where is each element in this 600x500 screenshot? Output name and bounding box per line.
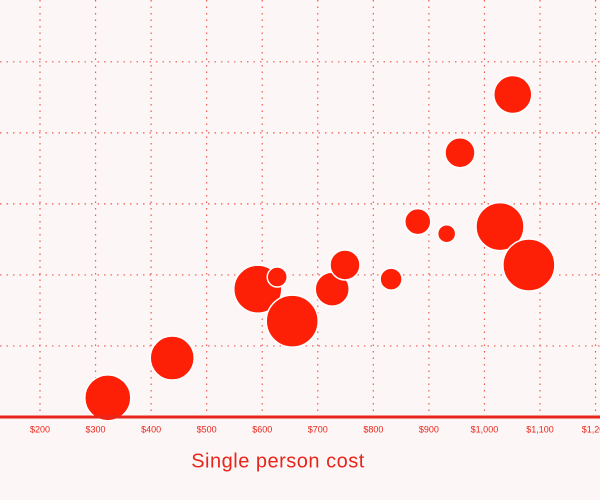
bubble [265,294,319,348]
x-tick-label: $500 [197,424,217,434]
bubble [502,238,556,292]
bubble [493,74,533,115]
bubble [436,223,457,244]
x-tick-label: $200 [30,424,50,434]
x-tick-label: $900 [419,424,439,434]
x-tick-label: $1,200 [582,424,600,434]
x-tick-label: $600 [252,424,272,434]
bubble [149,335,195,381]
bubble [329,249,361,281]
x-tick-label: $400 [141,424,161,434]
x-tick-label: $800 [363,424,383,434]
bubble [475,201,525,252]
x-tick-label: $300 [86,424,106,434]
bubble [266,266,288,288]
bubble [404,207,432,236]
x-tick-label: $1,100 [526,424,554,434]
x-tick-label: $700 [308,424,328,434]
bubble [379,267,403,291]
x-tick-label: $1,000 [471,424,499,434]
bubble [84,374,132,422]
bubble [444,136,476,169]
x-axis-label: Single person cost [191,450,365,472]
